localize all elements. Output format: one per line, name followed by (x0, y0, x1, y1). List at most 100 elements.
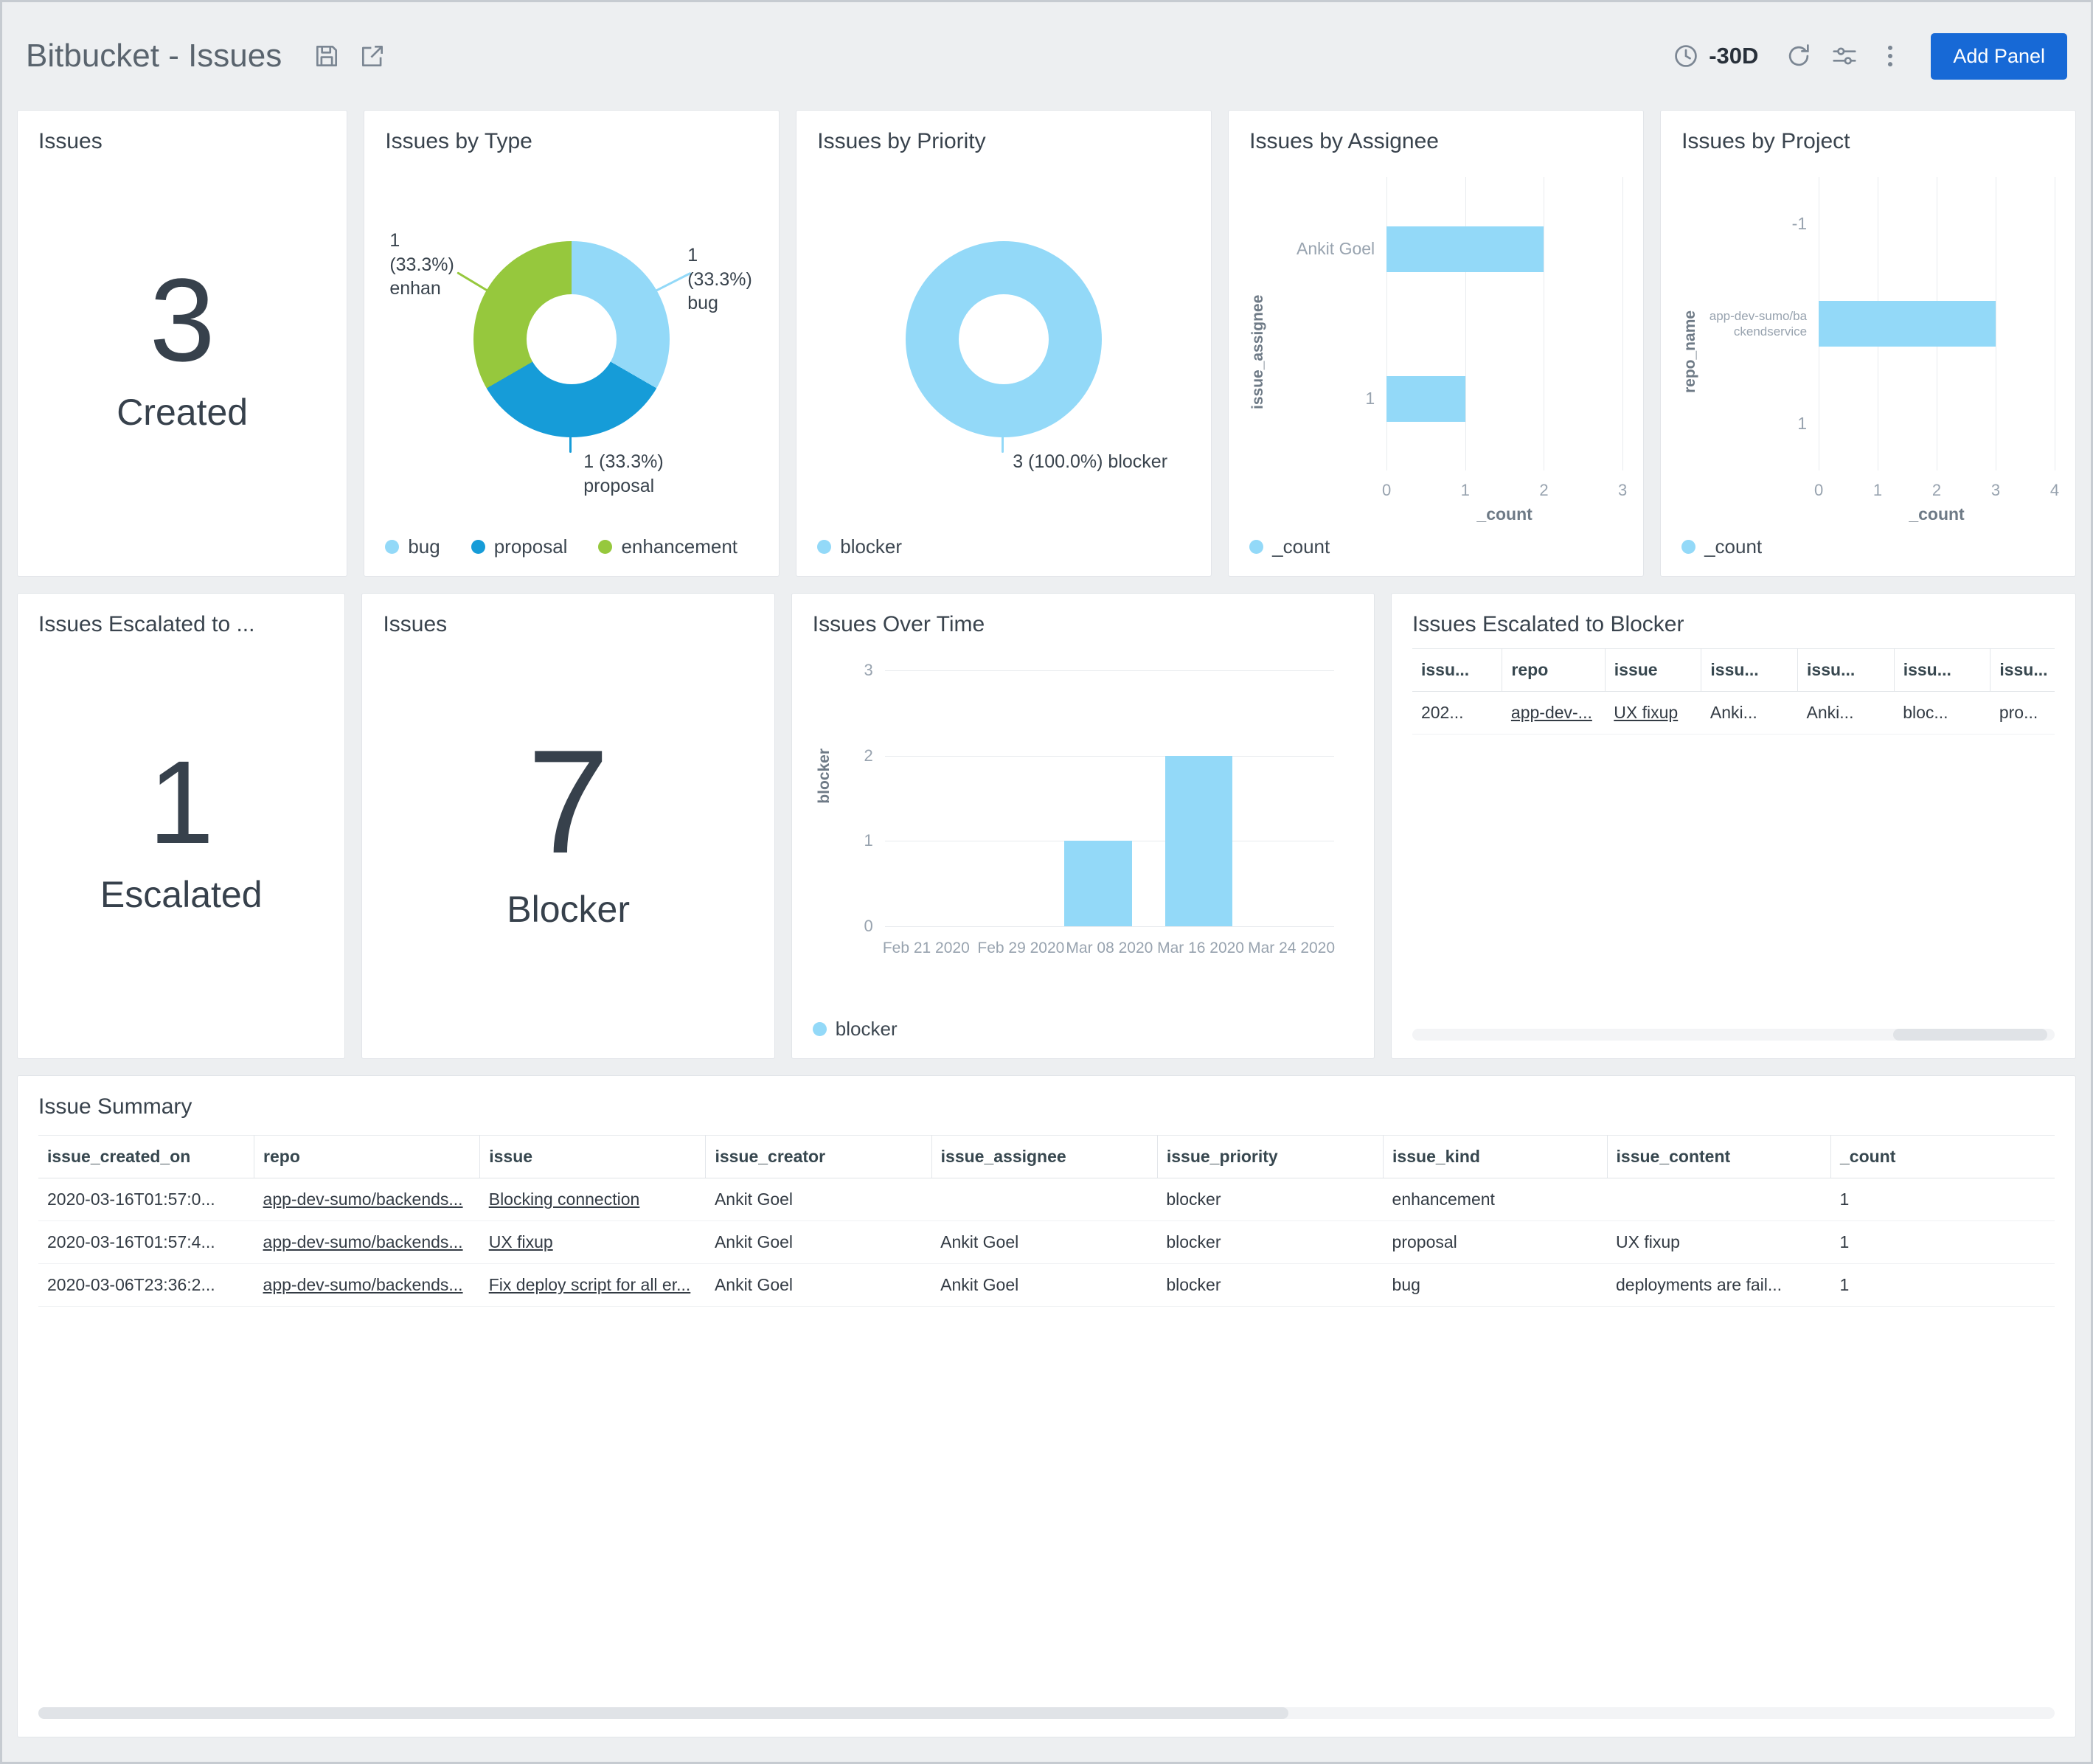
x-tick-label: 0 (1813, 481, 1824, 499)
legend-dot (1681, 540, 1696, 554)
column-header[interactable]: issue_created_on (38, 1135, 255, 1178)
column-header[interactable]: issue (1605, 648, 1702, 692)
table-row: 202... app-dev-... UX fixup Anki... Anki… (1412, 691, 2055, 735)
cell-issue-creator: Ankit Goel (705, 1263, 932, 1307)
kebab-menu-icon[interactable] (1876, 42, 1904, 70)
column-header[interactable]: issu... (1797, 648, 1895, 692)
column-header[interactable]: issu... (1894, 648, 1991, 692)
big-number: 3 Created (38, 136, 326, 558)
panel-title: Issues by Priority (817, 129, 986, 153)
panel-title: Issues by Project (1681, 129, 1850, 153)
table-row: 2020-03-06T23:36:2... app-dev-sumo/backe… (38, 1263, 2055, 1307)
legend-item-bug[interactable]: bug (385, 535, 440, 558)
time-range-value[interactable]: -30D (1709, 43, 1759, 69)
refresh-icon[interactable] (1785, 42, 1813, 70)
issue-link[interactable]: Fix deploy script for all er... (488, 1275, 691, 1294)
cell-issue-kind: proposal (1383, 1220, 1608, 1264)
cell-issue-kind: enhancement (1383, 1178, 1608, 1221)
issue-link[interactable]: Blocking connection (488, 1190, 640, 1209)
repo-link[interactable]: app-dev-sumo/backends... (263, 1232, 463, 1251)
bar-1[interactable] (1386, 375, 1465, 422)
legend-item-enhancement[interactable]: enhancement (598, 535, 737, 558)
export-icon[interactable] (358, 42, 386, 70)
big-number-value: 3 (149, 253, 215, 386)
x-tick-label: 1 (1460, 481, 1470, 499)
cell-issue-content: deployments are fail... (1607, 1263, 1831, 1307)
time-range-icon[interactable] (1672, 42, 1700, 70)
legend-label: blocker (835, 1018, 898, 1040)
table-header-row: issu... repo issue issu... issu... issu.… (1412, 648, 2055, 692)
y-tick-label: 1 (1797, 413, 1808, 433)
column-header[interactable]: issu... (1412, 648, 1503, 692)
bar-app-dev-sumo-backendservice[interactable] (1819, 300, 1996, 347)
legend-item-count[interactable]: _count (1681, 535, 1762, 558)
filter-sliders-icon[interactable] (1830, 42, 1858, 70)
repo-link[interactable]: app-dev-sumo/backends... (263, 1190, 463, 1209)
legend-item-count[interactable]: _count (1249, 535, 1330, 558)
legend-item-blocker[interactable]: blocker (817, 535, 902, 558)
issue-link[interactable]: UX fixup (488, 1232, 553, 1251)
save-icon[interactable] (313, 42, 341, 70)
repo-link[interactable]: app-dev-sumo/backends... (263, 1275, 463, 1294)
cell-issue-assignee: Ankit Goel (931, 1263, 1158, 1307)
donut-chart[interactable] (906, 241, 1103, 437)
y-tick-label: Ankit Goel (1297, 239, 1375, 258)
column-header[interactable]: issue_content (1607, 1135, 1831, 1178)
plot-area (1819, 174, 2055, 473)
column-header[interactable]: repo (254, 1135, 481, 1178)
legend-label: _count (1704, 535, 1763, 558)
donut-chart-issues-by-priority: 3 (100.0%) blocker (817, 155, 1190, 529)
cell-creator: Anki... (1701, 691, 1798, 735)
panel-issues-blocker: Issues 7 Blocker (361, 593, 775, 1059)
big-number-value: 1 (148, 736, 215, 868)
column-header[interactable]: issue (479, 1135, 707, 1178)
add-panel-button[interactable]: Add Panel (1931, 32, 2067, 80)
cell-count: 1 (1830, 1178, 2055, 1221)
column-header[interactable]: issu... (1701, 648, 1799, 692)
chart-legend: bug proposal enhancement (385, 529, 758, 558)
legend-label: enhancement (621, 535, 737, 558)
big-number: 1 Escalated (38, 619, 324, 1041)
donut-chart[interactable] (473, 241, 670, 437)
cell-issue: UX fixup (1605, 691, 1701, 735)
gridline (1622, 177, 1624, 470)
panel-title: Issue Summary (38, 1094, 192, 1119)
big-number-label: Created (117, 391, 249, 433)
column-header[interactable]: issue_assignee (931, 1135, 1158, 1178)
panel-issues-over-time: Issues Over Time blocker 3 2 1 0 (791, 593, 1375, 1059)
scrollbar-thumb[interactable] (1892, 1029, 2047, 1041)
cell-issue-priority: blocker (1157, 1263, 1384, 1307)
table-row: 2020-03-16T01:57:0... app-dev-sumo/backe… (38, 1178, 2055, 1221)
callout-line-bug (653, 271, 692, 293)
scrollbar-thumb[interactable] (38, 1707, 1289, 1719)
big-number: 7 Blocker (383, 619, 753, 1041)
bar-ankit-goel[interactable] (1386, 226, 1544, 272)
y-axis-label: issue_assignee (1249, 294, 1267, 409)
horizontal-scrollbar (1412, 1029, 2055, 1041)
column-header[interactable]: issu... (1990, 648, 2055, 692)
callout-bug: 1 (33.3%) bug (687, 245, 752, 313)
cell-repo: app-dev-... (1502, 691, 1606, 735)
y-tick-label: 1 (1365, 389, 1375, 408)
repo-link[interactable]: app-dev-... (1510, 703, 1592, 722)
legend-item-proposal[interactable]: proposal (471, 535, 567, 558)
column-header[interactable]: repo (1502, 648, 1606, 692)
column-header[interactable]: issue_kind (1383, 1135, 1608, 1178)
panel-title: Issues (38, 129, 103, 153)
column-header[interactable]: issue_priority (1157, 1135, 1384, 1178)
column-header[interactable]: issue_creator (705, 1135, 932, 1178)
y-tick-label: app-dev-sumo/backendservice (1709, 308, 1808, 338)
y-axis-label: repo_name (1681, 310, 1699, 394)
legend-label: _count (1272, 535, 1330, 558)
bar-mar-08[interactable] (1064, 841, 1132, 926)
x-tick-label: 2 (1931, 481, 1942, 499)
cell-issue-kind: bug (1383, 1263, 1608, 1307)
bar-mar-16[interactable] (1164, 755, 1233, 926)
panel-issues-created: Issues 3 Created (17, 110, 348, 577)
legend-item-blocker[interactable]: blocker (812, 1018, 898, 1041)
bar-chart-issues-over-time: blocker 3 2 1 0 Feb 21 2020 Feb 29 2020 (813, 638, 1353, 1012)
gridline (1386, 177, 1388, 470)
issue-link[interactable]: UX fixup (1614, 703, 1679, 722)
column-header[interactable]: _count (1830, 1135, 2055, 1178)
cell-issue-priority: blocker (1157, 1178, 1384, 1221)
